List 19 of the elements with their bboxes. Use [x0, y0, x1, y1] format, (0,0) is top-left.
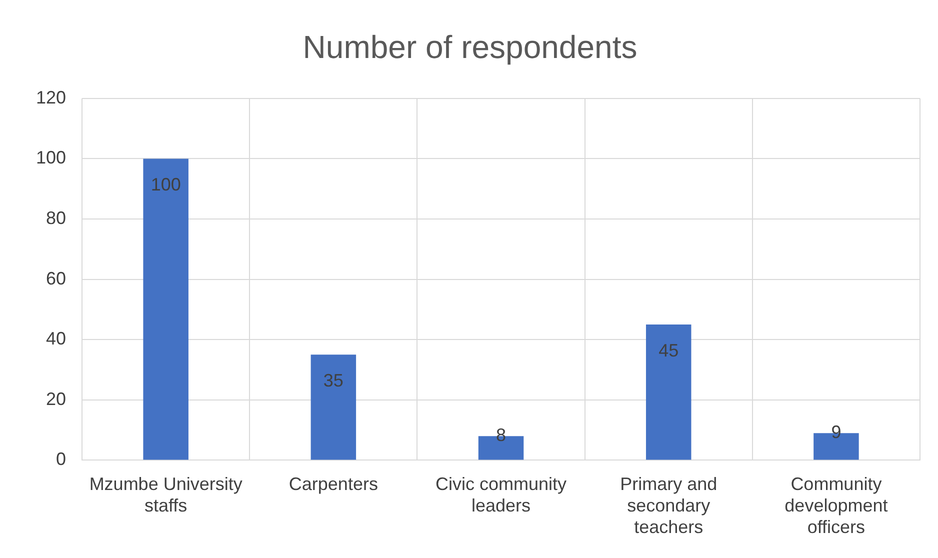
bar [143, 158, 188, 460]
bar [310, 354, 356, 460]
y-tick-label: 0 [56, 449, 66, 470]
data-label: 35 [323, 370, 344, 391]
chart-title: Number of respondents [302, 29, 638, 66]
x-tick-label: Community development officers [784, 474, 888, 538]
x-tick-label: Mzumbe University staffs [89, 474, 242, 516]
data-label: 100 [150, 174, 181, 195]
y-tick-label: 100 [36, 148, 66, 168]
x-tick-label: Carpenters [288, 474, 378, 494]
y-tick-label: 20 [46, 388, 66, 409]
y-tick-label: 60 [46, 268, 66, 288]
x-tick-label: Primary and secondary teachers [620, 474, 718, 538]
y-tick-label: 80 [46, 208, 66, 228]
x-tick-label: Civic community leaders [436, 474, 567, 516]
y-tick-label: 120 [36, 87, 66, 108]
y-tick-label: 40 [46, 328, 66, 349]
bar [646, 324, 692, 460]
data-label: 45 [658, 340, 679, 360]
